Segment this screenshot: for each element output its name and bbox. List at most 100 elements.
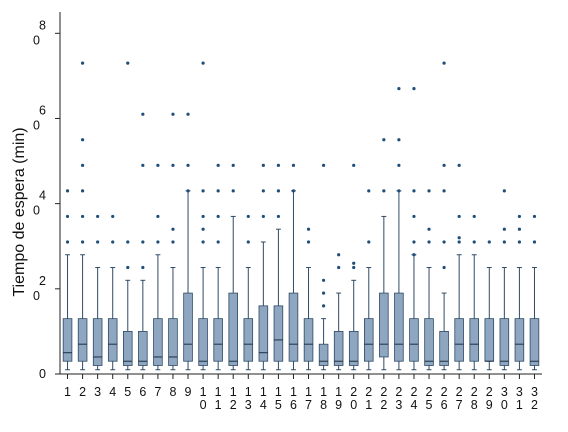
outlier-point (502, 227, 506, 231)
outlier-point (126, 240, 130, 244)
outlier-point (382, 138, 386, 142)
outlier-point (246, 214, 250, 219)
outlier-point (427, 227, 431, 231)
iqr-box (288, 292, 299, 362)
outlier-point (442, 240, 446, 244)
outlier-point (291, 189, 296, 193)
outlier-point (321, 291, 326, 295)
outlier-point (457, 236, 461, 240)
outlier-point (457, 214, 461, 219)
x-tick-label: 1 (64, 385, 71, 399)
outlier-point (246, 240, 250, 244)
iqr-box (424, 318, 434, 366)
outlier-point (442, 163, 446, 167)
outlier-point (216, 240, 220, 244)
outlier-point (126, 265, 130, 270)
iqr-box (439, 331, 449, 366)
iqr-box (514, 318, 525, 362)
outlier-point (171, 240, 175, 244)
outlier-point (96, 240, 100, 244)
box-28 (469, 214, 479, 371)
outlier-point (352, 261, 356, 265)
outlier-point (186, 189, 190, 193)
box-10 (198, 61, 208, 371)
box-25 (424, 189, 434, 371)
y-axis-label: Tiempo de espera (min) (11, 127, 28, 296)
iqr-box (62, 318, 73, 362)
x-tick-label: 9 (185, 385, 192, 399)
x-tick-label: 4 (109, 385, 116, 399)
outlier-point (80, 240, 85, 244)
outlier-point (337, 253, 341, 257)
outlier-point (201, 61, 205, 65)
outlier-point (141, 112, 145, 116)
outlier-point (216, 214, 220, 219)
outlier-point (517, 227, 522, 231)
outlier-point (502, 189, 506, 193)
outlier-point (65, 240, 70, 244)
outlier-point (487, 240, 491, 244)
outlier-point (472, 240, 476, 244)
outlier-point (141, 240, 145, 244)
x-tick-label: 6 (139, 385, 146, 399)
outlier-point (276, 163, 281, 167)
outlier-point (532, 240, 537, 244)
box-18 (318, 163, 329, 371)
outlier-point (397, 163, 401, 167)
iqr-box (183, 292, 193, 362)
outlier-point (156, 214, 160, 219)
outlier-point (201, 189, 205, 193)
outlier-point (156, 163, 160, 167)
box-27 (454, 163, 464, 371)
box-21 (364, 189, 374, 371)
outlier-point (412, 189, 416, 193)
outlier-point (457, 163, 461, 167)
iqr-box (364, 318, 374, 362)
outlier-point (367, 240, 371, 244)
box-3 (92, 214, 103, 371)
outlier-point (397, 189, 401, 193)
outlier-point (517, 240, 522, 244)
outlier-point (442, 265, 446, 270)
outlier-point (457, 240, 461, 244)
box-8 (168, 112, 178, 371)
outlier-point (261, 214, 265, 219)
outlier-point (186, 112, 190, 116)
outlier-point (231, 163, 235, 167)
outlier-point (80, 214, 85, 219)
box-23 (394, 87, 404, 371)
iqr-box (228, 292, 238, 366)
box-29 (484, 240, 495, 371)
iqr-box (318, 343, 329, 366)
outlier-point (442, 61, 446, 65)
outlier-point (141, 163, 145, 167)
outlier-point (80, 189, 85, 193)
outlier-point (321, 304, 326, 308)
outlier-point (156, 240, 160, 244)
outlier-point (321, 278, 326, 282)
outlier-point (502, 240, 506, 244)
iqr-box (258, 305, 269, 362)
outlier-point (231, 189, 235, 193)
outlier-point (352, 163, 356, 167)
outlier-point (96, 214, 100, 219)
outlier-point (412, 214, 416, 219)
iqr-box (273, 305, 284, 362)
iqr-box (303, 318, 314, 362)
box-6 (138, 112, 148, 371)
iqr-box (153, 318, 163, 366)
